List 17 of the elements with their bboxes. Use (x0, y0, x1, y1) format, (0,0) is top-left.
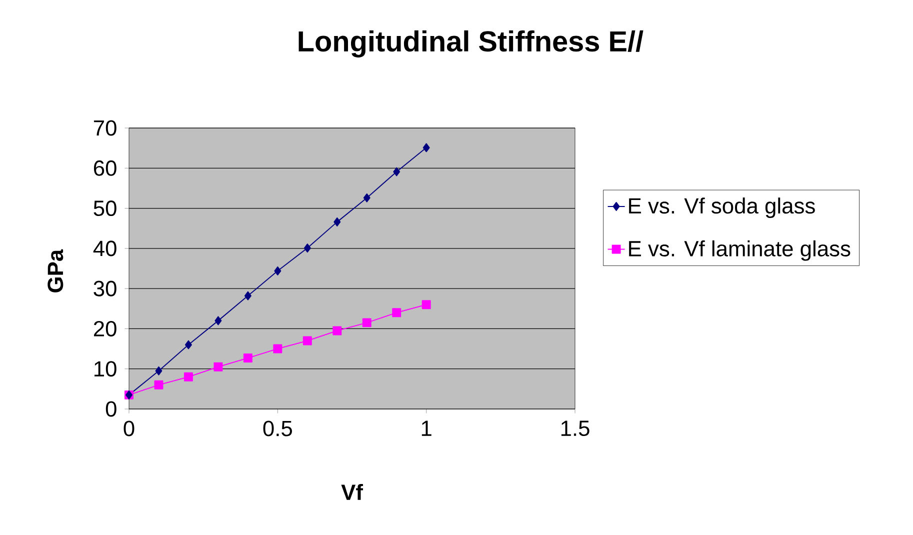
y-tick-label: 60 (94, 160, 116, 176)
legend-label: E vs. Vf soda glass (629, 198, 815, 218)
x-tick-label: 1.5 (561, 420, 590, 436)
y-tick-label: 40 (93, 240, 116, 256)
y-tick-label: 50 (94, 200, 116, 216)
x-tick-label: 1 (422, 420, 432, 436)
legend-label: E vs. Vf laminate glass (629, 240, 850, 261)
y-tick-label: 10 (94, 361, 116, 377)
x-axis-title: Vf (341, 484, 364, 500)
x-tick-label: 0 (124, 420, 134, 436)
y-tick-label: 70 (94, 120, 116, 136)
y-tick-label: 0 (106, 401, 116, 417)
y-tick-label: 20 (94, 320, 116, 336)
y-tick-label: 30 (94, 280, 116, 296)
chart-title: Longitudinal Stiffness E// (298, 30, 644, 58)
y-axis-title: GPa (48, 249, 64, 292)
x-tick-label: 0.5 (263, 420, 292, 436)
